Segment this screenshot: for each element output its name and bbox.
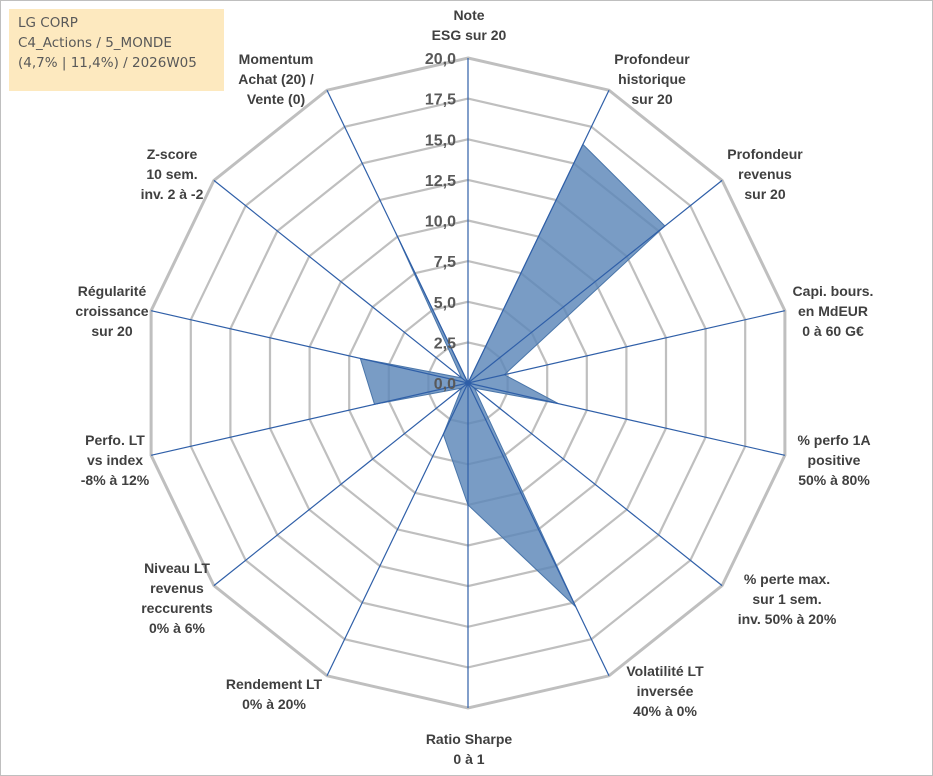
tick-label: 2,5 (434, 335, 456, 352)
portfolio-label: C4_Actions / 5_MONDE (18, 35, 172, 51)
tick-label: 5,0 (434, 295, 456, 312)
axis-label-1: Profondeur historique sur 20 (614, 51, 690, 107)
period-label: (4,7% | 11,4%) / 2026W05 (18, 55, 197, 71)
axis-spoke-10 (150, 382, 469, 456)
axis-label-4: % perfo 1A positive 50% à 80% (797, 432, 870, 488)
tick-label: 12,5 (425, 173, 456, 190)
tick-label: 10,0 (425, 214, 456, 231)
axis-spoke-8 (326, 382, 469, 677)
tick-label: 0,0 (434, 376, 456, 393)
axis-label-0: Note ESG sur 20 (432, 7, 507, 43)
tick-layer: 0,0 2,5 5,0 7,5 10,0 12,5 15,0 17,5 20,0 (425, 51, 456, 393)
axis-label-12: Z-score 10 sem. inv. 2 à -2 (141, 146, 204, 202)
tick-label: 20,0 (425, 51, 456, 68)
axis-label-13: Momentum Achat (20) / Vente (0) (238, 51, 314, 107)
tick-label: 7,5 (434, 254, 456, 271)
tick-label: 15,0 (425, 132, 456, 149)
label-layer: Note ESG sur 20 Profondeur historique sur 20… (75, 7, 873, 767)
axis-spoke-5 (467, 382, 723, 587)
axis-label-11: Régularité croissance sur 20 (75, 283, 148, 339)
axis-spoke-12 (213, 179, 469, 384)
axis-label-3: Capi. bours. en MdEUR 0 à 60 G€ (793, 283, 874, 339)
axis-label-2: Profondeur revenus sur 20 (727, 146, 803, 202)
axis-spoke-11 (150, 310, 469, 384)
axis-label-8: Rendement LT 0% à 20% (226, 676, 323, 712)
series-layer (359, 143, 666, 608)
axis-label-6: Volatilité LT inversée 40% à 0% (626, 663, 704, 719)
axis-spoke-4 (467, 382, 786, 456)
axis-spoke-9 (213, 382, 469, 587)
axis-spoke-2 (467, 179, 723, 384)
axis-spoke-3 (467, 310, 786, 384)
company-name: LG CORP (18, 15, 78, 31)
info-box: LG CORP C4_Actions / 5_MONDE (4,7% | 11,… (9, 9, 224, 91)
axis-label-10: Perfo. LT vs index -8% à 12% (81, 432, 150, 488)
axis-spoke-1 (467, 89, 610, 384)
axis-spoke-13 (326, 89, 469, 384)
axis-label-7: Ratio Sharpe 0 à 1 (426, 731, 513, 767)
series-area-0 (359, 143, 666, 608)
axis-label-9: Niveau LT revenus reccurents 0% à 6% (141, 560, 213, 636)
tick-label: 17,5 (425, 92, 456, 109)
spoke-layer (150, 58, 786, 708)
axis-spoke-6 (467, 382, 610, 677)
axis-label-5: % perte max. sur 1 sem. inv. 50% à 20% (738, 571, 837, 627)
